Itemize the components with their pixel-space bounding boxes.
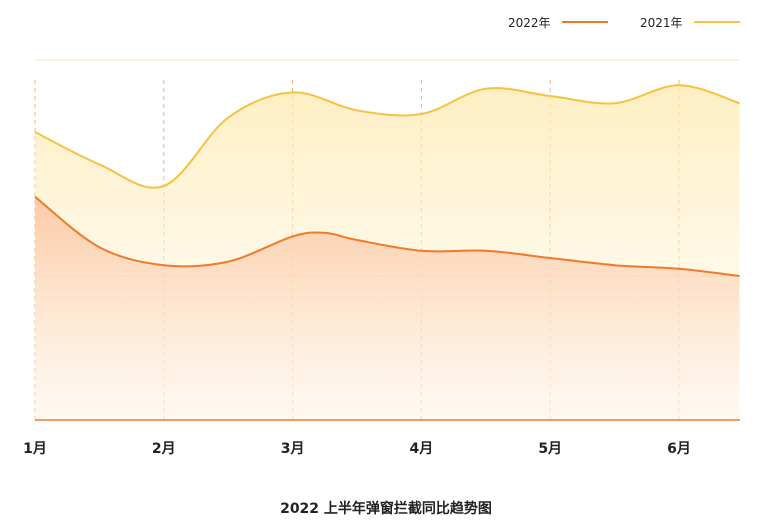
- x-tick-label: 6月: [667, 441, 691, 457]
- x-axis: 1月 2月 3月 4月 5月 6月: [23, 420, 740, 457]
- chart-title: 2022 上半年弹窗拦截同比趋势图: [280, 500, 492, 517]
- x-tick-label: 2月: [152, 441, 176, 457]
- x-tick-label: 3月: [281, 441, 305, 457]
- legend: 2022年 2021年: [508, 16, 740, 30]
- legend-label-2022: 2022年: [508, 16, 551, 30]
- legend-label-2021: 2021年: [640, 16, 683, 30]
- x-tick-label: 1月: [23, 441, 47, 457]
- x-tick-label: 5月: [538, 441, 562, 457]
- x-tick-label: 4月: [410, 441, 434, 457]
- area-layer: [35, 85, 740, 420]
